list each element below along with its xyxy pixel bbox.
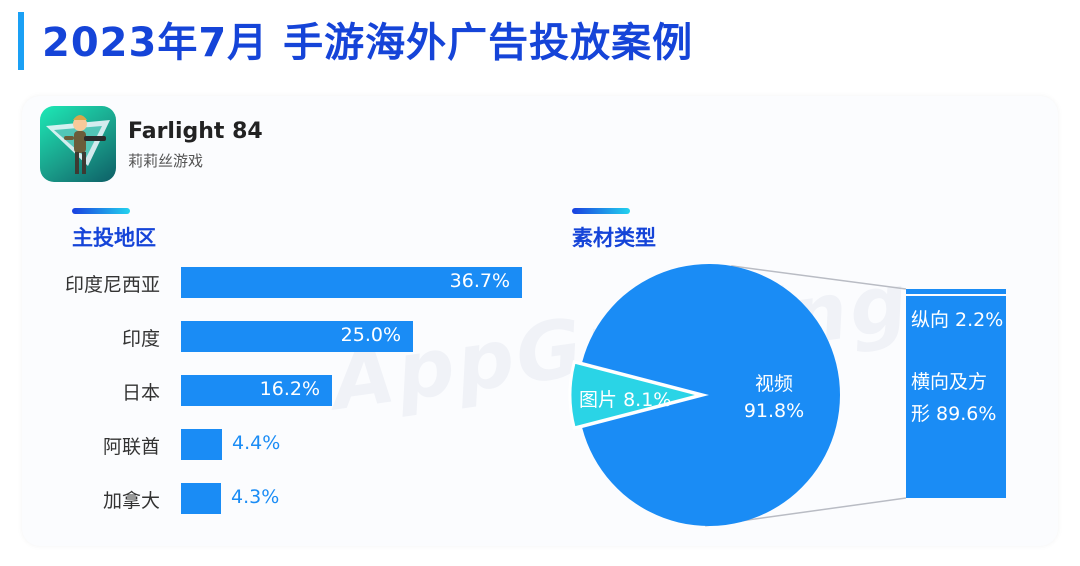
pie-slice-video (582, 264, 840, 527)
pie-slice-image (568, 360, 707, 430)
pie-value-image: 8.1% (623, 389, 672, 411)
bar-category-label: 加拿大 (102, 491, 160, 512)
materials-title-underline (572, 208, 630, 214)
materials-title: 素材类型 (572, 226, 656, 250)
breakdown-connector-line (731, 265, 907, 290)
bar-category-label: 印度 (121, 329, 160, 350)
pie-value-video: 91.8% (743, 400, 805, 422)
bar-category-label: 印度尼西亚 (64, 275, 160, 296)
page-title: 2023年7月 手游海外广告投放案例 (42, 20, 694, 66)
stack-segment-vertical (906, 289, 1006, 294)
app-name: Farlight 84 (128, 119, 263, 144)
bar (181, 321, 413, 352)
bar-category-label: 日本 (121, 383, 160, 404)
app-developer: 莉莉丝游戏 (128, 152, 204, 170)
bar-value-label: 4.4% (232, 432, 281, 454)
stack-label-horizontal-line2: 形 89.6% (911, 403, 997, 425)
bar (181, 267, 522, 298)
title-accent-bar (18, 12, 24, 70)
bar (181, 429, 222, 460)
regions-title-underline (72, 208, 130, 214)
bar (181, 483, 221, 514)
pie-label-image-name: 图片 (579, 389, 618, 411)
bar-value-label: 25.0% (340, 324, 401, 346)
bar (181, 375, 332, 406)
game-character-icon (40, 106, 116, 182)
stack-segment-horizontal (906, 296, 1006, 498)
bar-value-label: 36.7% (449, 270, 510, 292)
stack-label-horizontal-line1: 横向及方 (911, 371, 988, 393)
bar-value-label: 16.2% (259, 378, 320, 400)
stack-label-vertical: 纵向 2.2% (911, 309, 1004, 331)
pie-label-video: 视频 (754, 373, 793, 395)
bar-value-label: 4.3% (231, 486, 280, 508)
regions-title: 主投地区 (72, 226, 156, 250)
pie-label-image: 图片 8.1% (579, 385, 671, 412)
bar-category-label: 阿联酋 (102, 437, 160, 458)
